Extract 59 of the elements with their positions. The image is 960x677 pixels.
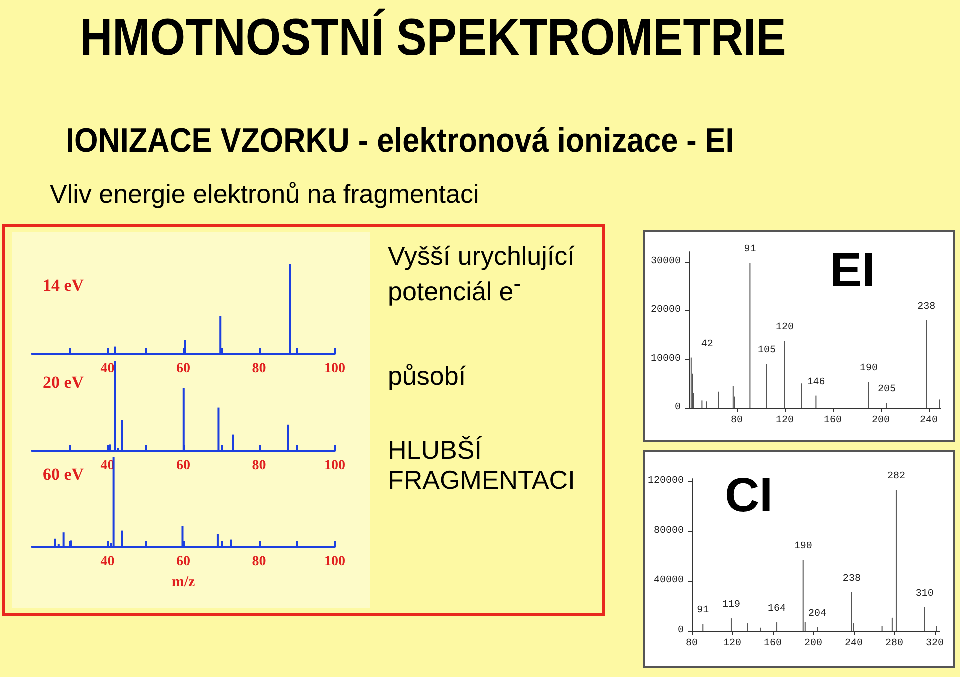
- annotation: 91: [697, 606, 710, 617]
- x-tick-label: 80: [730, 416, 744, 426]
- chart-title: EI: [830, 244, 876, 298]
- y-tick-label: 0: [678, 626, 684, 636]
- annotation: 238: [842, 574, 861, 585]
- text: Vyšší urychlující potenciál e$^{-}$: [388, 241, 576, 308]
- annotation: 105: [758, 346, 776, 357]
- x-tick-label: 80: [252, 362, 266, 376]
- y-tick-label: 80000: [654, 526, 684, 537]
- x-tick-label: 80: [252, 458, 266, 474]
- text: HLUBŠÍ FRAGMENTACI: [388, 435, 576, 496]
- y-tick-label: 30000: [650, 256, 681, 268]
- x-tick-label: 80: [252, 554, 266, 570]
- x-tick-label: 40: [100, 362, 115, 376]
- annotation: 190: [860, 364, 878, 375]
- x-tick-label: 160: [764, 638, 782, 650]
- x-axis-title: m/z: [172, 574, 196, 590]
- annotation: 42: [701, 339, 714, 350]
- annotation: 91: [744, 244, 756, 256]
- annotation: 146: [807, 377, 826, 388]
- text: 60 eV: [43, 465, 85, 484]
- x-tick-label: 200: [872, 416, 890, 426]
- annotation: 190: [794, 541, 812, 552]
- text: HMOTNOSTNÍ SPEKTROMETRIE: [80, 8, 786, 68]
- x-tick-label: 280: [885, 638, 904, 650]
- text: Vliv energie elektronů na fragmentaci: [50, 179, 480, 210]
- annotation: 120: [776, 322, 794, 334]
- annotation: 238: [918, 302, 936, 313]
- text: 14 eV: [43, 276, 85, 295]
- x-tick-label: 60: [176, 458, 190, 474]
- text: IONIZACE VZORKU - elektronová ionizace - EI: [66, 122, 734, 161]
- y-tick-label: 0: [674, 402, 681, 414]
- x-tick-label: 200: [804, 638, 822, 650]
- y-tick-label: 120000: [648, 476, 684, 487]
- x-tick-label: 240: [920, 416, 938, 426]
- x-tick-label: 40: [100, 554, 115, 570]
- text: 20 eV: [43, 373, 85, 392]
- annotation: 310: [916, 588, 934, 600]
- x-tick-label: 100: [324, 554, 346, 570]
- annotation: 119: [722, 600, 740, 612]
- x-tick-label: 60: [176, 554, 190, 570]
- x-tick-label: 80: [686, 638, 698, 650]
- annotation: 164: [768, 604, 786, 616]
- text: působí: [388, 361, 468, 392]
- y-tick-label: 10000: [650, 354, 681, 365]
- x-tick-label: 60: [176, 362, 190, 376]
- y-tick-label: 40000: [654, 576, 684, 587]
- x-tick-label: 120: [776, 416, 794, 426]
- x-tick-label: 320: [926, 638, 944, 650]
- x-tick-label: 240: [844, 638, 863, 650]
- annotation: 204: [808, 608, 827, 620]
- chart-title: CI: [725, 470, 773, 522]
- y-tick-label: 20000: [650, 305, 681, 316]
- annotation: 282: [887, 472, 906, 483]
- x-tick-label: 120: [723, 638, 742, 650]
- x-tick-label: 160: [824, 416, 842, 426]
- annotation: 205: [878, 384, 896, 396]
- x-tick-label: 100: [324, 362, 346, 376]
- x-tick-label: 100: [324, 458, 346, 474]
